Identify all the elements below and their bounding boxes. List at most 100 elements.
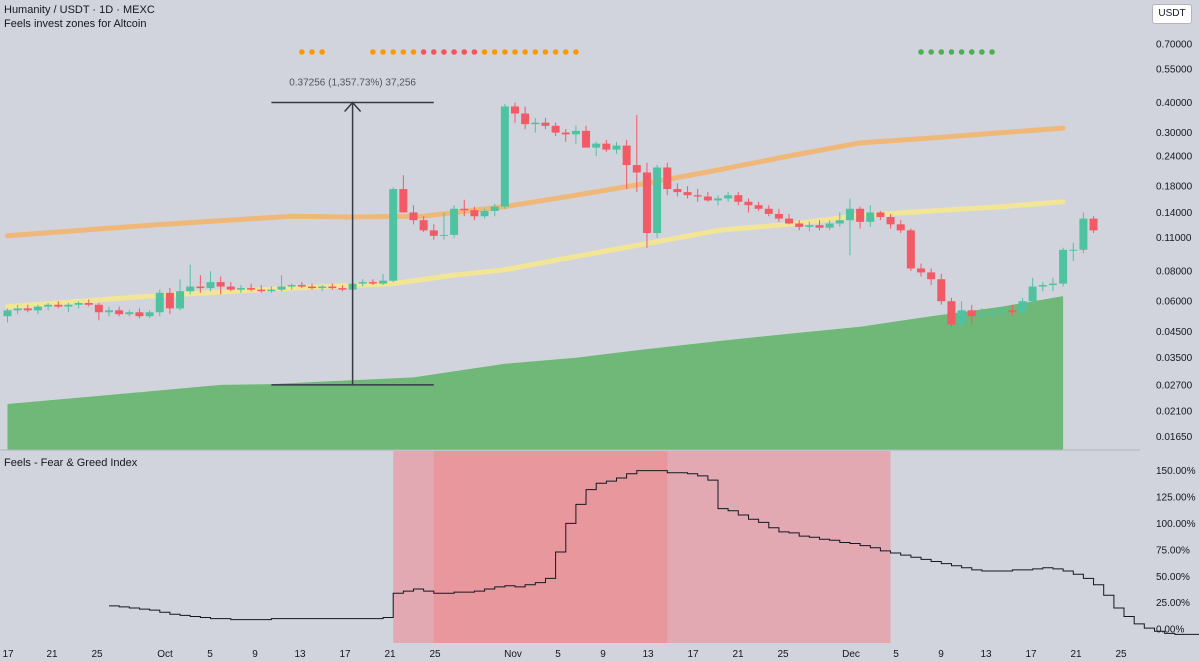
candle[interactable] xyxy=(287,283,296,290)
candle[interactable] xyxy=(297,282,306,289)
candle[interactable] xyxy=(450,205,459,238)
candle[interactable] xyxy=(399,175,408,213)
candle[interactable] xyxy=(389,187,398,283)
candle[interactable] xyxy=(551,122,560,137)
candle[interactable] xyxy=(328,283,337,290)
signal-dot-green[interactable] xyxy=(938,49,945,55)
signal-dot-green[interactable] xyxy=(979,49,985,55)
symbol-title[interactable]: Humanity / USDT · 1D · MEXC xyxy=(4,4,155,16)
signal-dot-orange[interactable] xyxy=(491,49,498,55)
candle[interactable] xyxy=(683,186,692,199)
candle[interactable] xyxy=(135,308,144,319)
candle[interactable] xyxy=(1028,277,1037,305)
candle[interactable] xyxy=(795,220,804,231)
candle[interactable] xyxy=(13,304,22,315)
candle[interactable] xyxy=(115,306,124,317)
candle[interactable] xyxy=(54,301,63,309)
candle[interactable] xyxy=(693,189,702,202)
candle[interactable] xyxy=(145,310,154,319)
candle[interactable] xyxy=(186,264,195,295)
candle[interactable] xyxy=(1018,297,1027,315)
candle[interactable] xyxy=(226,282,235,292)
signal-dot-green[interactable] xyxy=(948,49,955,55)
signal-dot-red[interactable] xyxy=(420,49,427,55)
candle[interactable] xyxy=(582,125,591,148)
candle[interactable] xyxy=(176,279,185,311)
signal-dot-green[interactable] xyxy=(989,49,995,55)
candle[interactable] xyxy=(44,302,53,311)
candle[interactable] xyxy=(622,139,631,190)
signal-dot-red[interactable] xyxy=(441,49,447,55)
candle[interactable] xyxy=(23,304,32,313)
candle[interactable] xyxy=(866,205,875,227)
candle[interactable] xyxy=(1008,304,1017,317)
signal-dot-orange[interactable] xyxy=(512,49,518,55)
candle[interactable] xyxy=(835,212,844,227)
signal-dot-orange[interactable] xyxy=(370,49,376,55)
candle[interactable] xyxy=(673,183,682,197)
candle[interactable] xyxy=(602,139,611,152)
candle[interactable] xyxy=(74,301,83,309)
candle[interactable] xyxy=(724,192,733,202)
candle[interactable] xyxy=(216,276,225,295)
candle[interactable] xyxy=(561,129,570,142)
signal-dot-orange[interactable] xyxy=(522,49,528,55)
candle[interactable] xyxy=(896,220,905,234)
signal-dot-orange[interactable] xyxy=(562,49,569,55)
candle[interactable] xyxy=(338,285,347,292)
candle[interactable] xyxy=(592,141,601,156)
candle[interactable] xyxy=(1079,212,1088,254)
fear-greed-axis[interactable]: 150.00% 125.00% 100.00% 75.00% 50.00% 25.00% 0… xyxy=(1156,466,1196,636)
candle[interactable] xyxy=(460,199,469,217)
candle[interactable] xyxy=(663,162,672,196)
candle[interactable] xyxy=(500,103,509,209)
candle[interactable] xyxy=(632,114,641,193)
signal-dot-red[interactable] xyxy=(471,49,478,55)
candle[interactable] xyxy=(734,192,743,206)
candle[interactable] xyxy=(977,308,986,323)
candle[interactable] xyxy=(531,117,540,133)
candle[interactable] xyxy=(937,273,946,305)
candle[interactable] xyxy=(511,102,519,123)
candle[interactable] xyxy=(358,279,367,287)
candle[interactable] xyxy=(876,210,885,221)
candle[interactable] xyxy=(805,221,814,232)
candle[interactable] xyxy=(33,304,42,315)
signal-dot-orange[interactable] xyxy=(319,49,325,55)
candle[interactable] xyxy=(998,306,1007,319)
candle[interactable] xyxy=(368,279,377,286)
fear-greed-pane[interactable] xyxy=(109,451,1199,643)
candle[interactable] xyxy=(764,205,773,217)
signal-dot-orange[interactable] xyxy=(400,49,407,55)
signal-dot-red[interactable] xyxy=(431,49,437,55)
candle[interactable] xyxy=(845,198,854,256)
signal-dot-orange[interactable] xyxy=(573,49,579,55)
moving-average-orange[interactable] xyxy=(5,125,1066,239)
candle[interactable] xyxy=(247,283,256,292)
candle[interactable] xyxy=(927,268,936,286)
signal-dot-green[interactable] xyxy=(968,49,975,55)
candle[interactable] xyxy=(419,216,428,233)
signal-dot-orange[interactable] xyxy=(309,49,315,55)
signal-dot-orange[interactable] xyxy=(532,49,539,55)
candle[interactable] xyxy=(785,213,794,225)
candle[interactable] xyxy=(125,310,134,317)
candle[interactable] xyxy=(744,198,753,213)
candle[interactable] xyxy=(94,302,103,321)
candle[interactable] xyxy=(267,286,276,293)
candle[interactable] xyxy=(957,301,966,330)
candle[interactable] xyxy=(825,220,834,231)
candle[interactable] xyxy=(967,304,976,325)
sub-panel-title[interactable]: Feels - Fear & Greed Index xyxy=(4,457,138,469)
candle[interactable] xyxy=(277,275,286,292)
candle[interactable] xyxy=(1059,247,1068,287)
candle[interactable] xyxy=(815,220,824,231)
signal-dot-orange[interactable] xyxy=(502,49,508,55)
candle[interactable] xyxy=(1069,242,1078,262)
signal-dot-green[interactable] xyxy=(918,49,924,55)
candle[interactable] xyxy=(206,271,215,292)
candle[interactable] xyxy=(480,208,489,219)
signal-dot-red[interactable] xyxy=(451,49,457,55)
indicator-label[interactable]: Feels invest zones for Altcoin xyxy=(4,18,147,30)
